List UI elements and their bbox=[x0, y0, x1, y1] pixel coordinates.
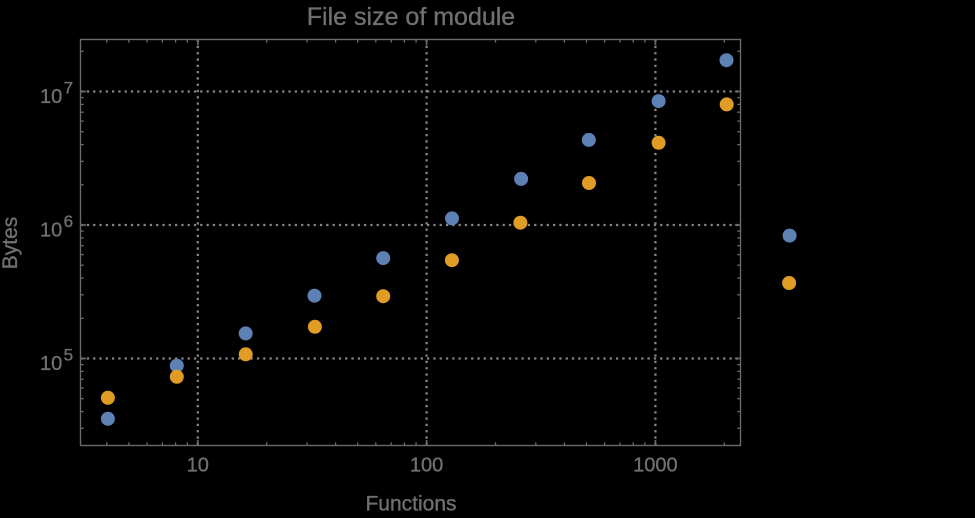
svg-text:1000: 1000 bbox=[633, 454, 678, 476]
svg-text:6: 6 bbox=[64, 212, 73, 231]
svg-text:100: 100 bbox=[410, 454, 443, 476]
svg-text:Functions: Functions bbox=[365, 492, 456, 513]
svg-text:10: 10 bbox=[40, 219, 62, 241]
svg-text:Bytes: Bytes bbox=[0, 217, 22, 270]
svg-text:10: 10 bbox=[40, 353, 62, 375]
svg-text:File size of module: File size of module bbox=[307, 3, 515, 31]
svg-text:10: 10 bbox=[187, 454, 209, 476]
svg-text:10: 10 bbox=[40, 86, 62, 108]
svg-text:7: 7 bbox=[64, 79, 73, 98]
svg-text:5: 5 bbox=[64, 346, 73, 365]
